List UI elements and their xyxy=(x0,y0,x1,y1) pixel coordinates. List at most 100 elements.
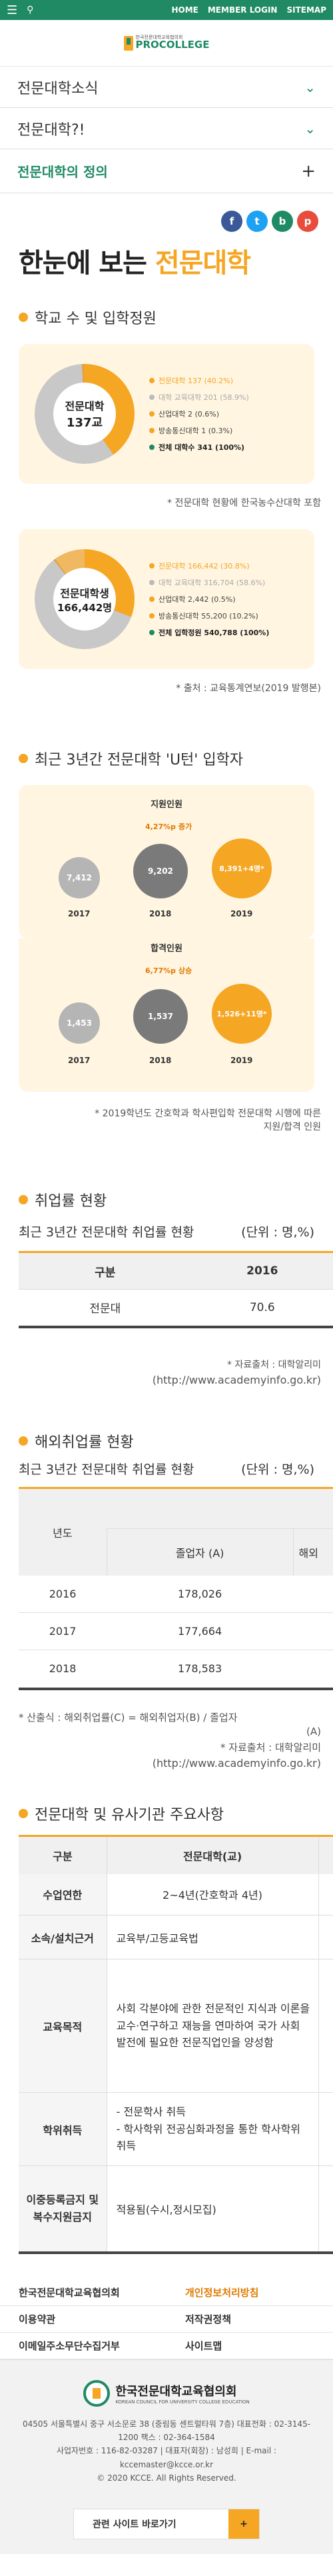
year-label: 2018 xyxy=(149,909,172,918)
menu-icon[interactable]: ☰ xyxy=(7,3,18,17)
section-title-overseas: 해외취업률 현황 xyxy=(0,1430,333,1452)
source-link[interactable]: (http://www.academyinfo.go.kr) xyxy=(152,1373,321,1386)
footer-link[interactable]: 이메일주소무단수집거부 xyxy=(0,2333,166,2359)
footer-links: 한국전문대학교육협의회 개인정보처리방침 이용약관 저작권정책 이메일주소무단수… xyxy=(0,2279,333,2360)
footnote: * 전문대학 현황에 한국농수산대학 포함 xyxy=(167,498,321,509)
member-login-link[interactable]: MEMBER LOGIN xyxy=(207,5,278,15)
menu-item-about[interactable]: 전문대학?! ⌄ xyxy=(0,108,333,149)
site-logo[interactable]: 한국전문대학교육협의회 PROCOLLEGE xyxy=(123,34,209,51)
plus-icon: + xyxy=(228,2509,259,2539)
home-link[interactable]: HOME xyxy=(171,5,198,15)
row-label: 학위취득 xyxy=(19,2092,107,2166)
footer-link[interactable]: 한국전문대학교육협의회 xyxy=(0,2279,166,2306)
footnote: * 2019학년도 간호학과 학사편입학 전문대학 시행에 따른 xyxy=(95,1108,321,1119)
table-header: 년도 xyxy=(53,1526,73,1540)
chevron-down-icon: ⌄ xyxy=(304,79,316,95)
legend-item: 대학 교육대학 316,704 (58.6%) xyxy=(149,577,269,588)
legend-item: 대학 교육대학 201 (58.9%) xyxy=(149,392,249,403)
table-cell: 적용됨(수시,정시모집) xyxy=(106,2165,318,2251)
search-icon[interactable]: ⚲ xyxy=(27,5,34,15)
legend-item: 전문대학 137 (40.2%) xyxy=(149,375,249,386)
year-label: 2017 xyxy=(68,1056,91,1065)
section-title-employment: 취업률 현황 xyxy=(0,1189,333,1210)
schools-donut-chart: 전문대학 137교 전문대학 137 (40.2%) 대학 교육대학 201 (… xyxy=(19,344,314,484)
table-row: 2018 178,583 xyxy=(19,1650,333,1688)
table-header-row: 구분 2016 xyxy=(19,1252,333,1290)
table-caption: 최근 3년간 전문대학 취업률 현황 (단위 : 명,%) xyxy=(19,1462,314,1477)
formula-note: * 산출식 : 해외취업률(C) = 해외취업자(B) / 졸업자 xyxy=(19,1711,238,1724)
logo-mark-icon xyxy=(123,35,133,51)
row-label: 소속/설치근거 xyxy=(19,1915,107,1959)
menu-item-definition[interactable]: 전문대학의 정의 + xyxy=(0,149,333,193)
bar-circle: 8,391+4명* xyxy=(212,838,272,898)
increase-label: 4,27%p 증가 xyxy=(145,822,192,831)
bar-circle: 1,453 xyxy=(59,1002,100,1044)
table-row: 이중등록금지 및 복수지원금지 적용됨(수시,정시모집) xyxy=(19,2165,333,2251)
table-cell: - 전문학사 취득 - 학사학위 전공심화과정을 통한 학사학위 취득 xyxy=(106,2092,318,2166)
source-link[interactable]: (http://www.academyinfo.go.kr) xyxy=(152,1756,321,1770)
print-icon[interactable]: p xyxy=(297,211,318,232)
facebook-icon[interactable]: f xyxy=(221,211,242,232)
bullet-dot-icon xyxy=(19,313,28,322)
legend-item: 전체 입학정원 540,788 (100%) xyxy=(149,627,269,638)
table-cell: 177,664 xyxy=(177,1625,222,1638)
year-label: 2018 xyxy=(149,1056,172,1065)
footer-link[interactable]: 저작권정책 xyxy=(166,2306,333,2333)
source-note: * 자료출처 : 대학알리미 xyxy=(227,1359,321,1370)
comparison-table: 구분 전문대학(교) 수업연한 2~4년(간호학과 4년) 소속/설치근거 교육… xyxy=(19,1834,333,2254)
row-label: 수업연한 xyxy=(19,1874,107,1916)
legend-item: 방송통신대학 1 (0.3%) xyxy=(149,425,249,436)
year-label: 2019 xyxy=(230,1056,253,1065)
legend-item: 방송통신대학 55,200 (10.2%) xyxy=(149,611,269,621)
legend-item: 전체 대학수 341 (100%) xyxy=(149,442,249,453)
footnote: * 출처 : 교육통계연보(2019 발행본) xyxy=(176,683,321,694)
page-title: 한눈에 보는 전문대학 xyxy=(19,248,251,279)
bar-circle: 1,526+11명* xyxy=(212,984,272,1044)
table-header: 전문대학(교) xyxy=(106,1836,318,1874)
legend-item: 전문대학 166,442 (30.8%) xyxy=(149,561,269,571)
donut-center-value: 166,442명 xyxy=(57,601,113,614)
applicants-chart: 지원인원 4,27%p 증가 7,412 9,202 8,391+4명* 201… xyxy=(19,785,314,938)
increase-label: 6,77%p 상승 xyxy=(145,966,192,975)
bar-circle: 7,412 xyxy=(59,857,100,898)
logo-small-text: 한국전문대학교육협의회 xyxy=(135,34,183,40)
footer-link-privacy[interactable]: 개인정보처리방침 xyxy=(166,2279,333,2306)
table-cell: 교육부/고등교육법 xyxy=(106,1915,318,1959)
section-title-uturn: 최근 3년간 전문대학 'U턴' 입학자 xyxy=(0,748,333,769)
related-sites-button[interactable]: 관련 사이트 바로가기 + xyxy=(73,2509,260,2540)
chart-title: 합격인원 xyxy=(151,944,182,954)
students-donut-chart: 전문대학생 166,442명 전문대학 166,442 (30.8%) 대학 교… xyxy=(19,529,314,669)
top-bar: ☰ ⚲ HOME MEMBER LOGIN SITEMAP xyxy=(0,0,333,20)
table-cell: 2016 xyxy=(49,1587,77,1600)
table-header: 2016 xyxy=(191,1252,333,1290)
table-caption: 최근 3년간 전문대학 취업률 현황 (단위 : 명,%) xyxy=(19,1225,314,1240)
footer-link[interactable]: 이용약관 xyxy=(0,2306,166,2333)
section-title-schools: 학교 수 및 입학정원 xyxy=(0,307,333,328)
bullet-dot-icon xyxy=(19,754,28,763)
chart-title: 지원인원 xyxy=(151,800,182,810)
blog-icon[interactable]: b xyxy=(272,211,293,232)
table-cell: 사회 각분야에 관한 전문적인 지식과 이론을 교수·연구하고 재능을 연마하여… xyxy=(106,1959,318,2093)
twitter-icon[interactable]: t xyxy=(246,211,268,232)
donut-center-label: 전문대학 xyxy=(65,400,105,413)
org-logo-icon xyxy=(83,2379,111,2407)
menu-item-news[interactable]: 전문대학소식 ⌄ xyxy=(0,67,333,108)
legend-item: 산업대학 2,442 (0.5%) xyxy=(149,594,269,605)
employment-table: 구분 2016 전문대 70.6 xyxy=(19,1251,333,1328)
donut-center-label: 전문대학생 xyxy=(60,587,109,600)
footer-link[interactable]: 사이트맵 xyxy=(166,2333,333,2359)
menu-item-label: 전문대학소식 xyxy=(17,80,99,97)
org-name-en: KOREAN COUNCIL FOR UNIVERSITY COLLEGE ED… xyxy=(115,2399,250,2405)
overseas-table: 년도 졸업자 (A) 해외 2016 178,026 2017 177,664 … xyxy=(19,1486,333,1690)
org-name: 한국전문대학교육협의회 xyxy=(115,2384,237,2399)
source-note: * 자료출처 : 대학알리미 xyxy=(220,1741,321,1754)
year-label: 2019 xyxy=(230,909,253,918)
table-row: 소속/설치근거 교육부/고등교육법 xyxy=(19,1915,333,1959)
menu-item-label: 전문대학의 정의 xyxy=(17,164,108,180)
table-header: 해외 xyxy=(292,1528,333,1576)
plus-icon: + xyxy=(301,161,316,181)
row-label: 교육목적 xyxy=(19,1959,107,2093)
sitemap-link[interactable]: SITEMAP xyxy=(286,5,326,15)
bar-circle: 1,537 xyxy=(133,989,188,1044)
donut: 전문대학생 166,442명 xyxy=(35,549,135,649)
